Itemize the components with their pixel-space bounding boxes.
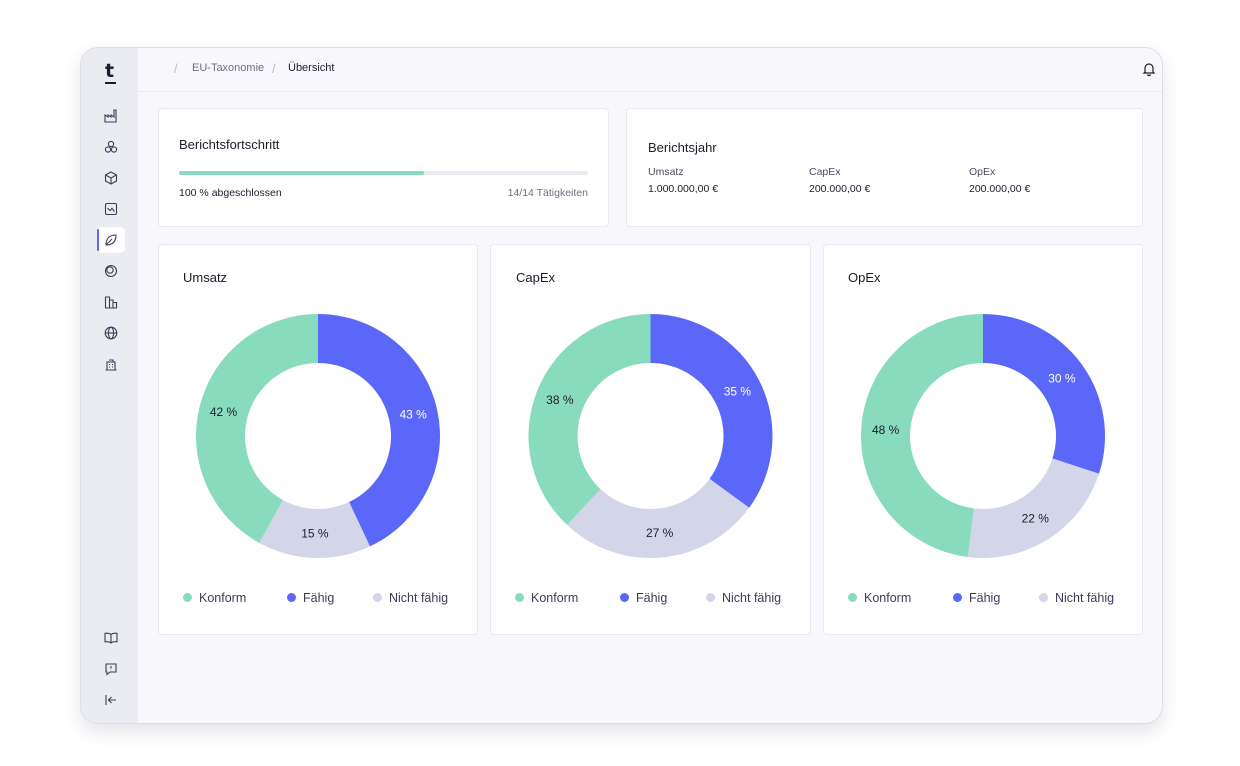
legend-dot-nicht-faehig <box>373 593 382 602</box>
feedback-icon <box>105 663 117 676</box>
donut-label-nicht-faehig: 15 % <box>301 526 329 540</box>
sidebar-collapse-button[interactable] <box>97 687 125 713</box>
donut-label-faehig: 30 % <box>1048 372 1076 386</box>
office-icon <box>105 359 117 371</box>
progress-bar <box>179 171 588 175</box>
donut-label-konform: 42 % <box>210 405 238 419</box>
progress-activities: 14/14 Tätigkeiten <box>507 187 588 199</box>
legend-faehig: Fähig <box>620 591 667 605</box>
stat-value-capex: 200.000,00 € <box>809 183 871 195</box>
progress-card: Berichtsfortschritt 100 % abgeschlossen … <box>158 108 609 227</box>
breadcrumb-eu-taxonomy[interactable]: EU-Taxonomie <box>192 62 265 74</box>
progress-card-title: Berichtsfortschritt <box>179 137 280 152</box>
leaf-icon <box>105 234 117 246</box>
donut-label-konform: 38 % <box>546 393 574 407</box>
donut-slice-nicht-faehig[interactable] <box>566 478 750 558</box>
app-logo[interactable]: t <box>104 60 115 82</box>
legend-konform: Konform <box>848 591 911 605</box>
stat-label-capex: CapEx <box>809 166 841 178</box>
donut-label-faehig: 35 % <box>724 385 752 399</box>
legend-faehig: Fähig <box>953 591 1000 605</box>
breadcrumb-separator: / <box>174 61 178 76</box>
breadcrumb-current: Übersicht <box>288 62 335 74</box>
legend-konform: Konform <box>515 591 578 605</box>
donut-chart-capex: 35 % 27 % 38 % <box>528 314 773 558</box>
donut-slice-faehig[interactable] <box>983 314 1105 474</box>
donut-label-faehig: 43 % <box>399 408 427 422</box>
sidebar-item-emissions[interactable] <box>97 258 125 284</box>
chart-title: Umsatz <box>183 270 228 285</box>
buildings-icon <box>104 296 118 309</box>
factory-icon <box>104 109 117 123</box>
cube-icon <box>104 171 118 185</box>
legend-dot-konform <box>515 593 524 602</box>
sidebar-item-docs[interactable] <box>97 625 125 651</box>
legend-dot-faehig <box>287 593 296 602</box>
legend-dot-konform <box>848 593 857 602</box>
chart-title: OpEx <box>848 270 881 285</box>
stat-value-umsatz: 1.000.000,00 € <box>648 183 719 195</box>
book-open-icon <box>104 632 118 644</box>
donut-slice-konform[interactable] <box>195 314 318 543</box>
stat-label-opex: OpEx <box>969 166 996 178</box>
collapse-left-icon <box>105 695 116 705</box>
sidebar-item-modules[interactable] <box>97 134 125 160</box>
sidebar-item-feedback[interactable] <box>97 656 125 682</box>
sidebar-item-factory[interactable] <box>97 103 125 129</box>
donut-chart-umsatz: 43 % 15 % 42 % <box>195 314 440 558</box>
legend-konform: Konform <box>183 591 246 605</box>
sidebar-item-facilities[interactable] <box>97 351 125 377</box>
donut-label-nicht-faehig: 22 % <box>1022 511 1050 525</box>
reporting-year-card: Berichtsjahr Umsatz 1.000.000,00 € CapEx… <box>626 108 1143 227</box>
chart-card-capex: CapEx 35 % 27 % 38 % Konform Fähig Nicht f… <box>490 244 811 635</box>
sidebar: t <box>81 48 138 723</box>
legend-faehig: Fähig <box>287 591 334 605</box>
legend-dot-nicht-faehig <box>706 593 715 602</box>
logo-underline <box>105 82 116 84</box>
bell-icon[interactable] <box>1141 61 1157 77</box>
progress-status: 100 % abgeschlossen <box>179 187 282 199</box>
legend-dot-faehig <box>620 593 629 602</box>
chart-box-icon <box>104 202 118 216</box>
sidebar-item-eu-taxonomy[interactable] <box>97 227 125 253</box>
donut-chart-opex: 30 % 22 % 48 % <box>861 314 1105 558</box>
orbit-icon <box>104 264 118 278</box>
donut-label-konform: 48 % <box>872 423 900 437</box>
donut-label-nicht-faehig: 27 % <box>646 526 674 540</box>
sidebar-item-global[interactable] <box>97 320 125 346</box>
reporting-year-title: Berichtsjahr <box>648 140 717 155</box>
donut-slice-faehig[interactable] <box>650 314 773 508</box>
chart-title: CapEx <box>516 270 556 285</box>
globe-icon <box>104 326 118 340</box>
stat-label-umsatz: Umsatz <box>648 166 684 178</box>
legend-nicht-faehig: Nicht fähig <box>706 591 781 605</box>
sidebar-item-buildings[interactable] <box>97 289 125 315</box>
breadcrumb-separator: / <box>272 61 276 76</box>
legend-dot-faehig <box>953 593 962 602</box>
legend-dot-nicht-faehig <box>1039 593 1048 602</box>
progress-bar-fill <box>179 171 425 175</box>
donut-slice-konform[interactable] <box>528 314 651 525</box>
legend-dot-konform <box>183 593 192 602</box>
donut-slice-nicht-faehig[interactable] <box>967 458 1100 558</box>
donut-slice-konform[interactable] <box>861 314 983 558</box>
donut-slice-nicht-faehig[interactable] <box>259 499 370 558</box>
sidebar-item-products[interactable] <box>97 165 125 191</box>
legend-nicht-faehig: Nicht fähig <box>373 591 448 605</box>
donut-slice-faehig[interactable] <box>318 314 440 547</box>
sidebar-item-analytics[interactable] <box>97 196 125 222</box>
chart-card-umsatz: Umsatz 43 % 15 % 42 % Konform Fähig Nicht … <box>158 244 478 635</box>
stat-value-opex: 200.000,00 € <box>969 183 1031 195</box>
legend-nicht-faehig: Nicht fähig <box>1039 591 1114 605</box>
app-window: t <box>80 47 1163 724</box>
top-bar: / EU-Taxonomie / Übersicht LM <box>138 48 1162 92</box>
circles-icon <box>104 140 118 153</box>
chart-card-opex: OpEx 30 % 22 % 48 % Konform Fähig Nicht fä… <box>823 244 1143 635</box>
